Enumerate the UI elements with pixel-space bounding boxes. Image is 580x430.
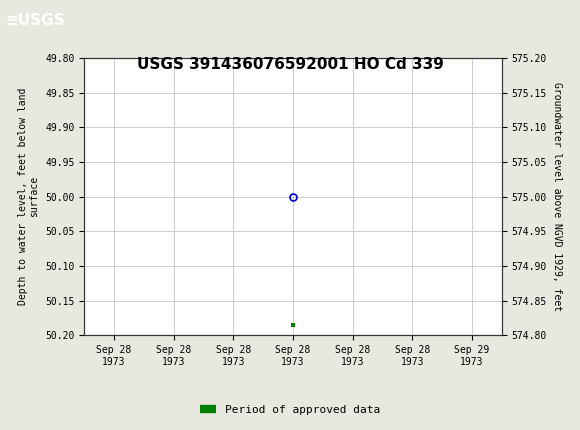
Y-axis label: Depth to water level, feet below land
surface: Depth to water level, feet below land su…: [18, 88, 39, 305]
Text: USGS 391436076592001 HO Cd 339: USGS 391436076592001 HO Cd 339: [136, 57, 444, 72]
Y-axis label: Groundwater level above NGVD 1929, feet: Groundwater level above NGVD 1929, feet: [552, 82, 562, 311]
Text: ≡USGS: ≡USGS: [6, 13, 66, 28]
Legend: Period of approved data: Period of approved data: [195, 400, 385, 419]
